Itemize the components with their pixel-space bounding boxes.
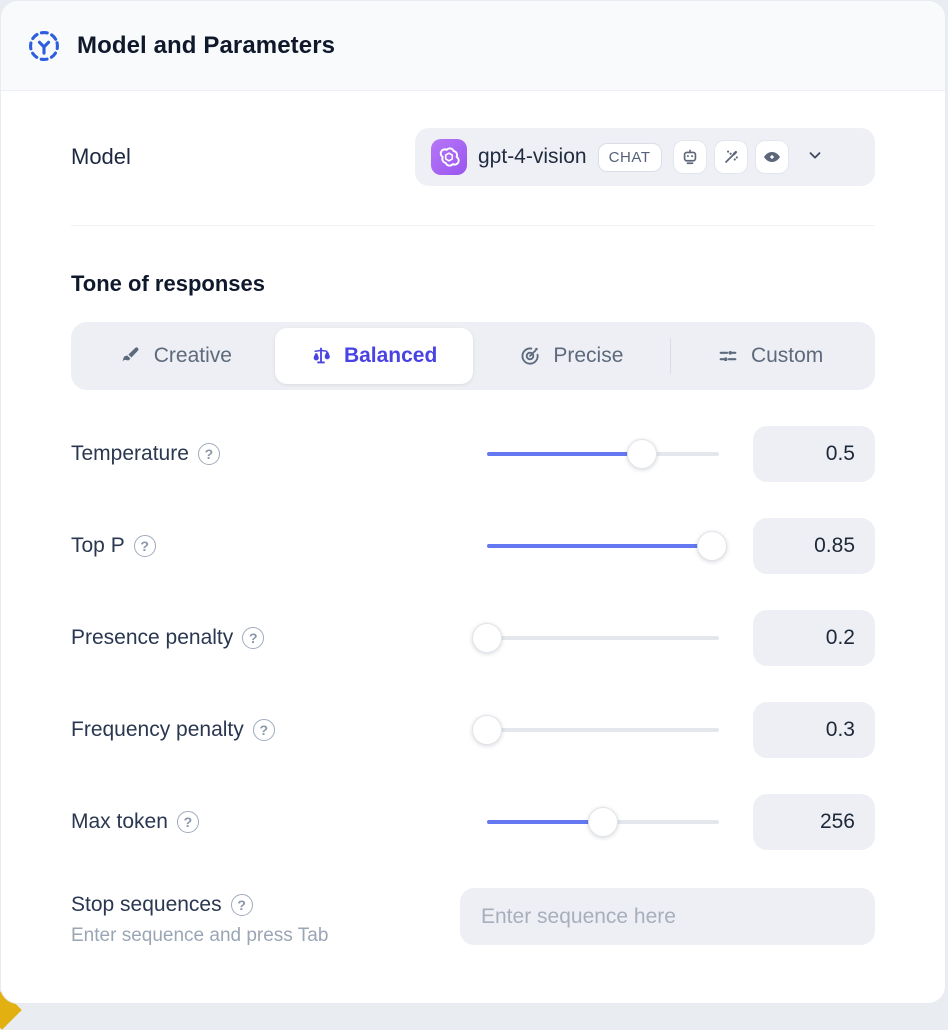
stop-sequences-hint: Enter sequence and press Tab — [71, 925, 329, 946]
presence-penalty-slider[interactable] — [472, 623, 719, 653]
param-row-temperature: Temperature ? 0.5 — [71, 426, 875, 482]
param-row-frequency-penalty: Frequency penalty ? 0.3 — [71, 702, 875, 758]
stop-sequence-input[interactable] — [460, 888, 875, 945]
max-token-slider[interactable] — [487, 807, 719, 837]
param-label: Frequency penalty ? — [71, 718, 275, 742]
presence-penalty-value: 0.2 — [753, 610, 875, 666]
panel-title: Model and Parameters — [77, 31, 336, 59]
temperature-value: 0.5 — [753, 426, 875, 482]
chevron-down-icon — [806, 146, 824, 169]
frequency-penalty-slider[interactable] — [472, 715, 719, 745]
stop-sequences-label: Stop sequences ? — [71, 893, 328, 917]
magic-wand-icon — [713, 140, 748, 174]
model-row: Model gpt-4-vision CHAT — [71, 128, 875, 186]
top-p-value: 0.85 — [753, 518, 875, 574]
tone-tab-label: Custom — [750, 344, 824, 367]
slider-fill — [487, 544, 713, 548]
help-icon[interactable]: ? — [197, 443, 220, 465]
sliders-icon — [719, 350, 737, 362]
selected-model-name: gpt-4-vision — [478, 145, 587, 168]
help-icon[interactable]: ? — [230, 894, 253, 916]
help-icon[interactable]: ? — [242, 627, 265, 649]
help-icon[interactable]: ? — [133, 535, 156, 557]
tone-tab-label: Balanced — [343, 344, 438, 367]
param-row-top-p: Top P ? 0.85 — [71, 518, 875, 574]
frequency-penalty-value: 0.3 — [753, 702, 875, 758]
tone-tab-label: Precise — [553, 344, 624, 367]
param-label: Max token ? — [71, 810, 199, 834]
help-icon[interactable]: ? — [252, 719, 275, 741]
param-label: Top P ? — [71, 534, 156, 558]
param-label-text: Frequency penalty — [71, 718, 244, 741]
stop-sequences-row: Stop sequences ? Enter sequence and pres… — [71, 888, 875, 947]
param-label-text: Max token — [71, 810, 168, 833]
panel-header: Model and Parameters — [1, 1, 945, 91]
tone-tab-label: Creative — [153, 344, 232, 367]
param-label-text: Top P — [71, 534, 125, 557]
model-type-badge: CHAT — [597, 142, 662, 172]
slider-fill — [487, 452, 643, 456]
model-label: Model — [71, 144, 131, 169]
param-label: Presence penalty ? — [71, 626, 265, 650]
slider-thumb[interactable] — [697, 531, 728, 561]
slider-fill — [487, 820, 603, 824]
tone-tab-creative[interactable]: Creative — [77, 328, 275, 384]
balance-scale-icon — [313, 347, 330, 364]
target-icon — [521, 347, 539, 365]
tone-tab-precise[interactable]: Precise — [473, 328, 671, 384]
slider-thumb[interactable] — [472, 623, 502, 653]
section-divider — [71, 225, 875, 226]
param-label: Temperature ? — [71, 442, 220, 466]
top-p-slider[interactable] — [487, 531, 728, 561]
paintbrush-icon — [122, 347, 139, 362]
param-row-presence-penalty: Presence penalty ? 0.2 — [71, 610, 875, 666]
slider-thumb[interactable] — [472, 715, 502, 745]
slider-thumb[interactable] — [627, 439, 658, 469]
tone-tab-custom[interactable]: Custom — [671, 328, 869, 384]
help-icon[interactable]: ? — [176, 811, 199, 833]
tone-tab-balanced[interactable]: Balanced — [274, 328, 473, 384]
temperature-slider[interactable] — [487, 439, 719, 469]
tab-divider — [670, 338, 672, 374]
max-token-value: 256 — [753, 794, 875, 850]
slider-track — [487, 728, 719, 732]
openai-logo-icon — [431, 139, 467, 175]
param-label-text: Presence penalty — [71, 626, 234, 649]
model-select-dropdown[interactable]: gpt-4-vision CHAT — [415, 128, 875, 186]
robot-icon — [672, 140, 707, 174]
slider-track — [487, 636, 719, 640]
vision-eye-icon — [754, 140, 789, 174]
tone-segmented-control: Creative Balanced Precise — [71, 322, 875, 390]
slider-thumb[interactable] — [588, 807, 618, 837]
model-parameters-panel: Model and Parameters Model gpt-4-vision … — [0, 0, 946, 1004]
param-label-text: Stop sequences — [71, 893, 222, 916]
param-label-text: Temperature — [71, 442, 189, 465]
tone-section-heading: Tone of responses — [71, 271, 265, 296]
param-row-max-token: Max token ? 256 — [71, 794, 875, 850]
model-hub-icon — [28, 30, 60, 61]
